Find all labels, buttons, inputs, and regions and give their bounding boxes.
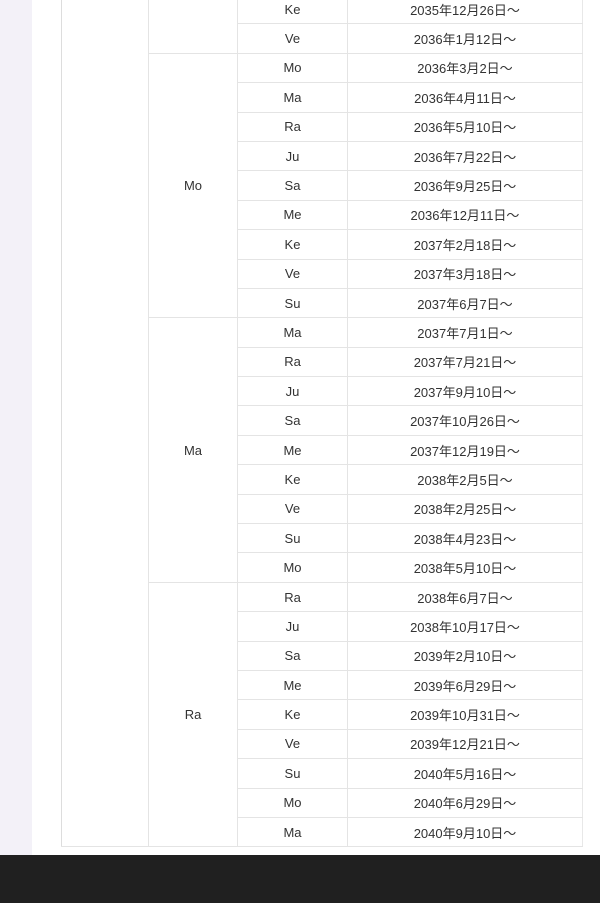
table-row: Me 2037年12月19日～ (62, 434, 583, 466)
start-date-cell: 2039年2月10日～ (347, 640, 583, 671)
pratyantar-planet-cell: Ma (237, 82, 348, 113)
table-row: Su 2037年6月7日～ (62, 287, 583, 319)
start-date-cell: 2036年7月22日～ (347, 140, 583, 172)
start-date-cell: 2037年6月7日～ (347, 287, 583, 319)
table-row: Ve 2036年1月12日～ (62, 23, 583, 54)
table-row: Ju 2038年10月17日～ (62, 611, 583, 642)
start-date-cell: 2037年9月10日～ (347, 376, 583, 407)
start-date-cell: 2037年12月19日～ (347, 434, 583, 466)
start-date-cell: 2036年4月11日～ (347, 82, 583, 113)
pratyantar-planet-cell: Ju (237, 140, 348, 172)
start-date-cell: 2038年10月17日～ (347, 611, 583, 642)
pratyantar-planet-cell: Su (237, 523, 348, 554)
table-row: Me 2036年12月11日～ (62, 199, 583, 231)
pratyantar-planet-cell: Me (237, 199, 348, 231)
antar-dasha-cell: Mo (148, 52, 238, 319)
table-row: Ke 2039年10月31日～ (62, 699, 583, 730)
pratyantar-planet-cell: Su (237, 287, 348, 319)
start-date-cell: 2040年6月29日～ (347, 787, 583, 818)
start-date-cell: 2040年5月16日～ (347, 758, 583, 789)
table-row: Ke 2037年2月18日～ (62, 229, 583, 260)
pratyantar-planet-cell: Ke (237, 229, 348, 260)
table-row: Ra 2037年7月21日～ (62, 346, 583, 378)
start-date-cell: 2039年10月31日～ (347, 699, 583, 730)
table-row: Ke 2038年2月5日～ (62, 464, 583, 495)
pratyantar-planet-cell: Sa (237, 405, 348, 436)
start-date-cell: 2039年6月29日～ (347, 669, 583, 701)
pratyantar-planet-cell: Sa (237, 170, 348, 201)
antar-dasha-cell: Ra (148, 581, 238, 847)
pratyantar-planet-cell: Ve (237, 728, 348, 760)
pratyantar-planet-cell: Ra (237, 581, 348, 613)
pratyantar-planet-cell: Su (237, 758, 348, 789)
pratyantar-planet-cell: Ma (237, 816, 348, 847)
pratyantar-planet-cell: Ra (237, 111, 348, 142)
maha-dasha-cell (61, 0, 149, 847)
left-gutter (0, 0, 32, 855)
dasha-table: Ke 2035年12月26日～ Ve 2036年1月12日～ Mo Mo 2036年3月2日… (61, 0, 583, 847)
start-date-cell: 2037年7月1日～ (347, 317, 583, 348)
start-date-cell: 2037年2月18日～ (347, 229, 583, 260)
antar-dasha-cell: Ma (148, 317, 238, 583)
pratyantar-planet-cell: Ju (237, 376, 348, 407)
start-date-cell: 2036年1月12日～ (347, 23, 583, 54)
pratyantar-planet-cell: Me (237, 669, 348, 701)
pratyantar-planet-cell: Ke (237, 0, 348, 25)
pratyantar-planet-cell: Ve (237, 493, 348, 525)
antar-dasha-cell (148, 0, 238, 54)
table-row: Ju 2036年7月22日～ (62, 140, 583, 172)
table-row: Sa 2037年10月26日～ (62, 405, 583, 436)
table-row: Ma 2036年4月11日～ (62, 82, 583, 113)
table-row: Ju 2037年9月10日～ (62, 376, 583, 407)
pratyantar-planet-cell: Mo (237, 52, 348, 84)
pratyantar-planet-cell: Me (237, 434, 348, 466)
start-date-cell: 2036年9月25日～ (347, 170, 583, 201)
start-date-cell: 2037年7月21日～ (347, 346, 583, 378)
start-date-cell: 2038年2月25日～ (347, 493, 583, 525)
pratyantar-planet-cell: Ma (237, 317, 348, 348)
table-row: Ve 2037年3月18日～ (62, 258, 583, 289)
start-date-cell: 2038年6月7日～ (347, 581, 583, 613)
pratyantar-planet-cell: Ke (237, 699, 348, 730)
start-date-cell: 2040年9月10日～ (347, 816, 583, 847)
pratyantar-planet-cell: Ju (237, 611, 348, 642)
start-date-cell: 2037年3月18日～ (347, 258, 583, 289)
start-date-cell: 2036年3月2日～ (347, 52, 583, 84)
table-row: Ra Ra 2038年6月7日～ (62, 581, 583, 847)
pratyantar-planet-cell: Ke (237, 464, 348, 495)
table-row: Ke 2035年12月26日～ (61, 0, 583, 847)
pratyantar-planet-cell: Sa (237, 640, 348, 671)
start-date-cell: 2039年12月21日～ (347, 728, 583, 760)
footer-bar (0, 855, 600, 903)
table-row: Ma Ma 2037年7月1日～ (62, 317, 583, 583)
table-row: Sa 2036年9月25日～ (62, 170, 583, 201)
pratyantar-planet-cell: Ve (237, 23, 348, 54)
pratyantar-planet-cell: Mo (237, 552, 348, 583)
start-date-cell: 2038年4月23日～ (347, 523, 583, 554)
table-row: Ma 2040年9月10日～ (62, 816, 583, 847)
start-date-cell: 2036年12月11日～ (347, 199, 583, 231)
start-date-cell: 2036年5月10日～ (347, 111, 583, 142)
pratyantar-planet-cell: Mo (237, 787, 348, 818)
start-date-cell: 2035年12月26日～ (347, 0, 583, 25)
table-row: Mo 2038年5月10日～ (62, 552, 583, 583)
pratyantar-planet-cell: Ve (237, 258, 348, 289)
start-date-cell: 2038年2月5日～ (347, 464, 583, 495)
pratyantar-planet-cell: Ra (237, 346, 348, 378)
start-date-cell: 2037年10月26日～ (347, 405, 583, 436)
table-row: Mo 2040年6月29日～ (62, 787, 583, 818)
start-date-cell: 2038年5月10日～ (347, 552, 583, 583)
table-row: Ra 2036年5月10日～ (62, 111, 583, 142)
dasha-table-container: Ke 2035年12月26日～ Ve 2036年1月12日～ Mo Mo 2036年3月2日… (61, 0, 583, 847)
